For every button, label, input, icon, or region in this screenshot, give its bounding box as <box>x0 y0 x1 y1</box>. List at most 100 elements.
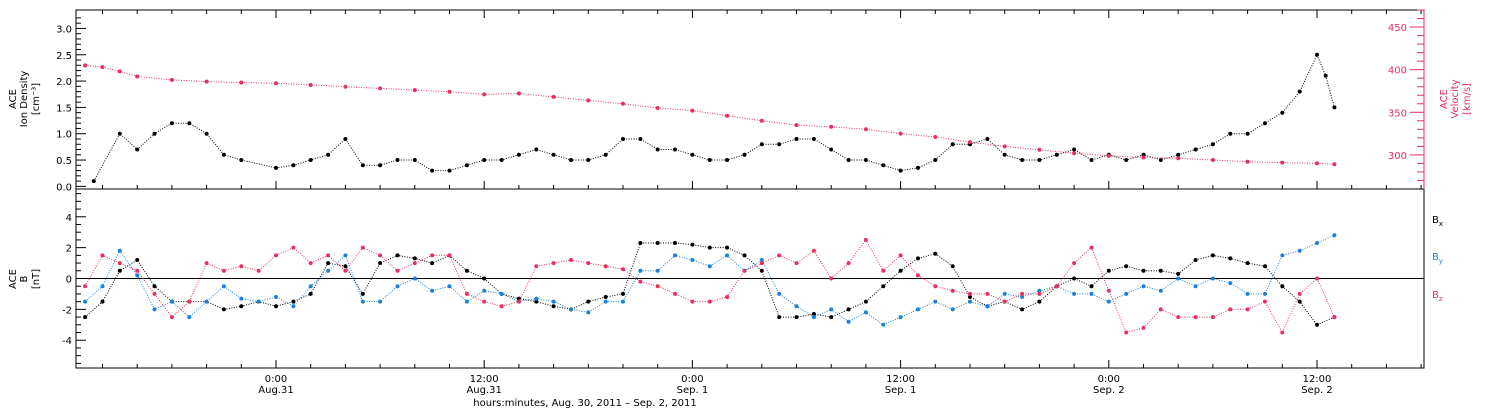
bx-point <box>603 295 608 299</box>
ion-density-point <box>378 163 383 168</box>
velocity-point <box>1315 161 1319 166</box>
bz-point <box>499 304 504 309</box>
bx-point <box>274 304 278 309</box>
bx-point <box>655 241 660 245</box>
velocity-point <box>829 124 834 129</box>
velocity-point <box>100 65 105 70</box>
by-point <box>811 315 816 320</box>
x-tick-label-date: Aug.31 <box>258 385 293 396</box>
velocity-tick-label: 350 <box>1388 108 1407 119</box>
bz-point <box>1158 307 1163 312</box>
magnetic-field-axis-label-line2: B <box>19 275 30 282</box>
ion-density-point <box>169 121 174 126</box>
ion-density-point <box>690 152 695 157</box>
velocity-point <box>447 89 452 94</box>
ion-density-series <box>91 52 1337 184</box>
bx-point <box>638 241 643 245</box>
ion-density-point <box>464 163 469 168</box>
ion-density-point <box>673 147 677 152</box>
bz-point <box>1193 315 1198 320</box>
density-tick-label: 2.5 <box>56 51 72 62</box>
bx-point <box>881 284 886 289</box>
ion-density-point <box>742 152 747 157</box>
density-tick-label: 0.0 <box>56 182 72 193</box>
velocity-point <box>1072 151 1077 156</box>
density-velocity-panel-frame <box>75 9 1425 190</box>
bz-point <box>378 253 383 258</box>
bz-point <box>1072 261 1077 266</box>
by-point <box>933 299 938 304</box>
ion-density-point <box>221 152 226 157</box>
ion-density-axis-label-line1: ACE <box>8 89 19 109</box>
x-tick-label-date: Aug.31 <box>466 385 501 396</box>
by-point <box>1124 291 1129 296</box>
bz-point <box>673 291 677 296</box>
bz-point <box>985 291 990 296</box>
bz-point <box>1280 330 1285 335</box>
bz-series <box>83 237 1337 335</box>
bx-point <box>551 304 556 309</box>
bx-point <box>378 261 383 266</box>
velocity-point <box>1002 144 1007 149</box>
bx-point <box>482 276 487 281</box>
by-point <box>829 307 834 312</box>
data-marks <box>83 52 1337 335</box>
ion-density-point <box>863 158 868 162</box>
ion-density-point <box>274 165 278 170</box>
by-point <box>1263 291 1267 296</box>
ion-density-point <box>794 137 799 141</box>
x-tick-label-time: 0:00 <box>265 374 287 385</box>
velocity-point <box>1332 162 1337 167</box>
velocity-point <box>378 86 383 91</box>
by-point <box>447 284 452 289</box>
bz-point <box>1141 325 1146 330</box>
velocity-point <box>863 127 868 132</box>
by-point <box>499 291 504 296</box>
ion-density-point <box>1176 152 1181 157</box>
ion-density-trace <box>93 53 1335 182</box>
ion-density-axis-label: ACE Ion Density [cm⁻³] <box>8 71 42 128</box>
velocity-series <box>83 63 1337 167</box>
by-point <box>204 299 209 304</box>
bx-point <box>811 312 816 316</box>
legend-by-main: B <box>1432 252 1439 263</box>
velocity-tick-label: 450 <box>1388 23 1407 34</box>
legend-bx-main: B <box>1432 215 1439 226</box>
velocity-point <box>1176 156 1181 161</box>
velocity-point <box>343 84 348 89</box>
by-point <box>621 299 625 304</box>
x-tick-label-date: Sep. 2 <box>1301 385 1333 396</box>
bx-point <box>430 261 435 266</box>
bx-point <box>742 253 747 258</box>
velocity-point <box>898 131 903 136</box>
bz-point <box>1297 291 1302 296</box>
ion-density-point <box>777 142 782 147</box>
by-point <box>690 258 695 262</box>
velocity-axis-label-line2: Velocity <box>1450 79 1461 118</box>
by-point <box>707 264 712 269</box>
velocity-axis-label-line3: [km/s] <box>1462 83 1473 115</box>
bz-point <box>1332 315 1337 320</box>
ion-density-point <box>759 142 764 147</box>
magnetic-field-axis-label-line1: ACE <box>8 269 19 289</box>
by-point <box>846 319 851 324</box>
velocity-point <box>274 81 278 86</box>
by-point <box>968 299 972 304</box>
bx-point <box>1089 284 1094 289</box>
bz-point <box>239 264 244 269</box>
ion-density-axis-label-line3: [cm⁻³] <box>31 83 42 115</box>
x-axis-title: hours:minutes, Aug. 30, 2011 – Sep. 2, 2… <box>473 398 696 409</box>
ion-density-point <box>516 152 521 157</box>
ion-density-axis-label-line2: Ion Density <box>19 71 30 128</box>
by-point <box>569 307 573 312</box>
velocity-point <box>308 83 313 87</box>
bz-point <box>1176 315 1181 320</box>
bx-point <box>135 258 140 262</box>
bfield-tick-label: 4 <box>66 213 72 224</box>
by-point <box>482 288 487 293</box>
density-tick-label: 3.0 <box>56 24 72 35</box>
x-tick-label-time: 12:00 <box>886 374 915 385</box>
bz-point <box>534 264 539 269</box>
x-tick-label-time: 12:00 <box>1303 374 1332 385</box>
